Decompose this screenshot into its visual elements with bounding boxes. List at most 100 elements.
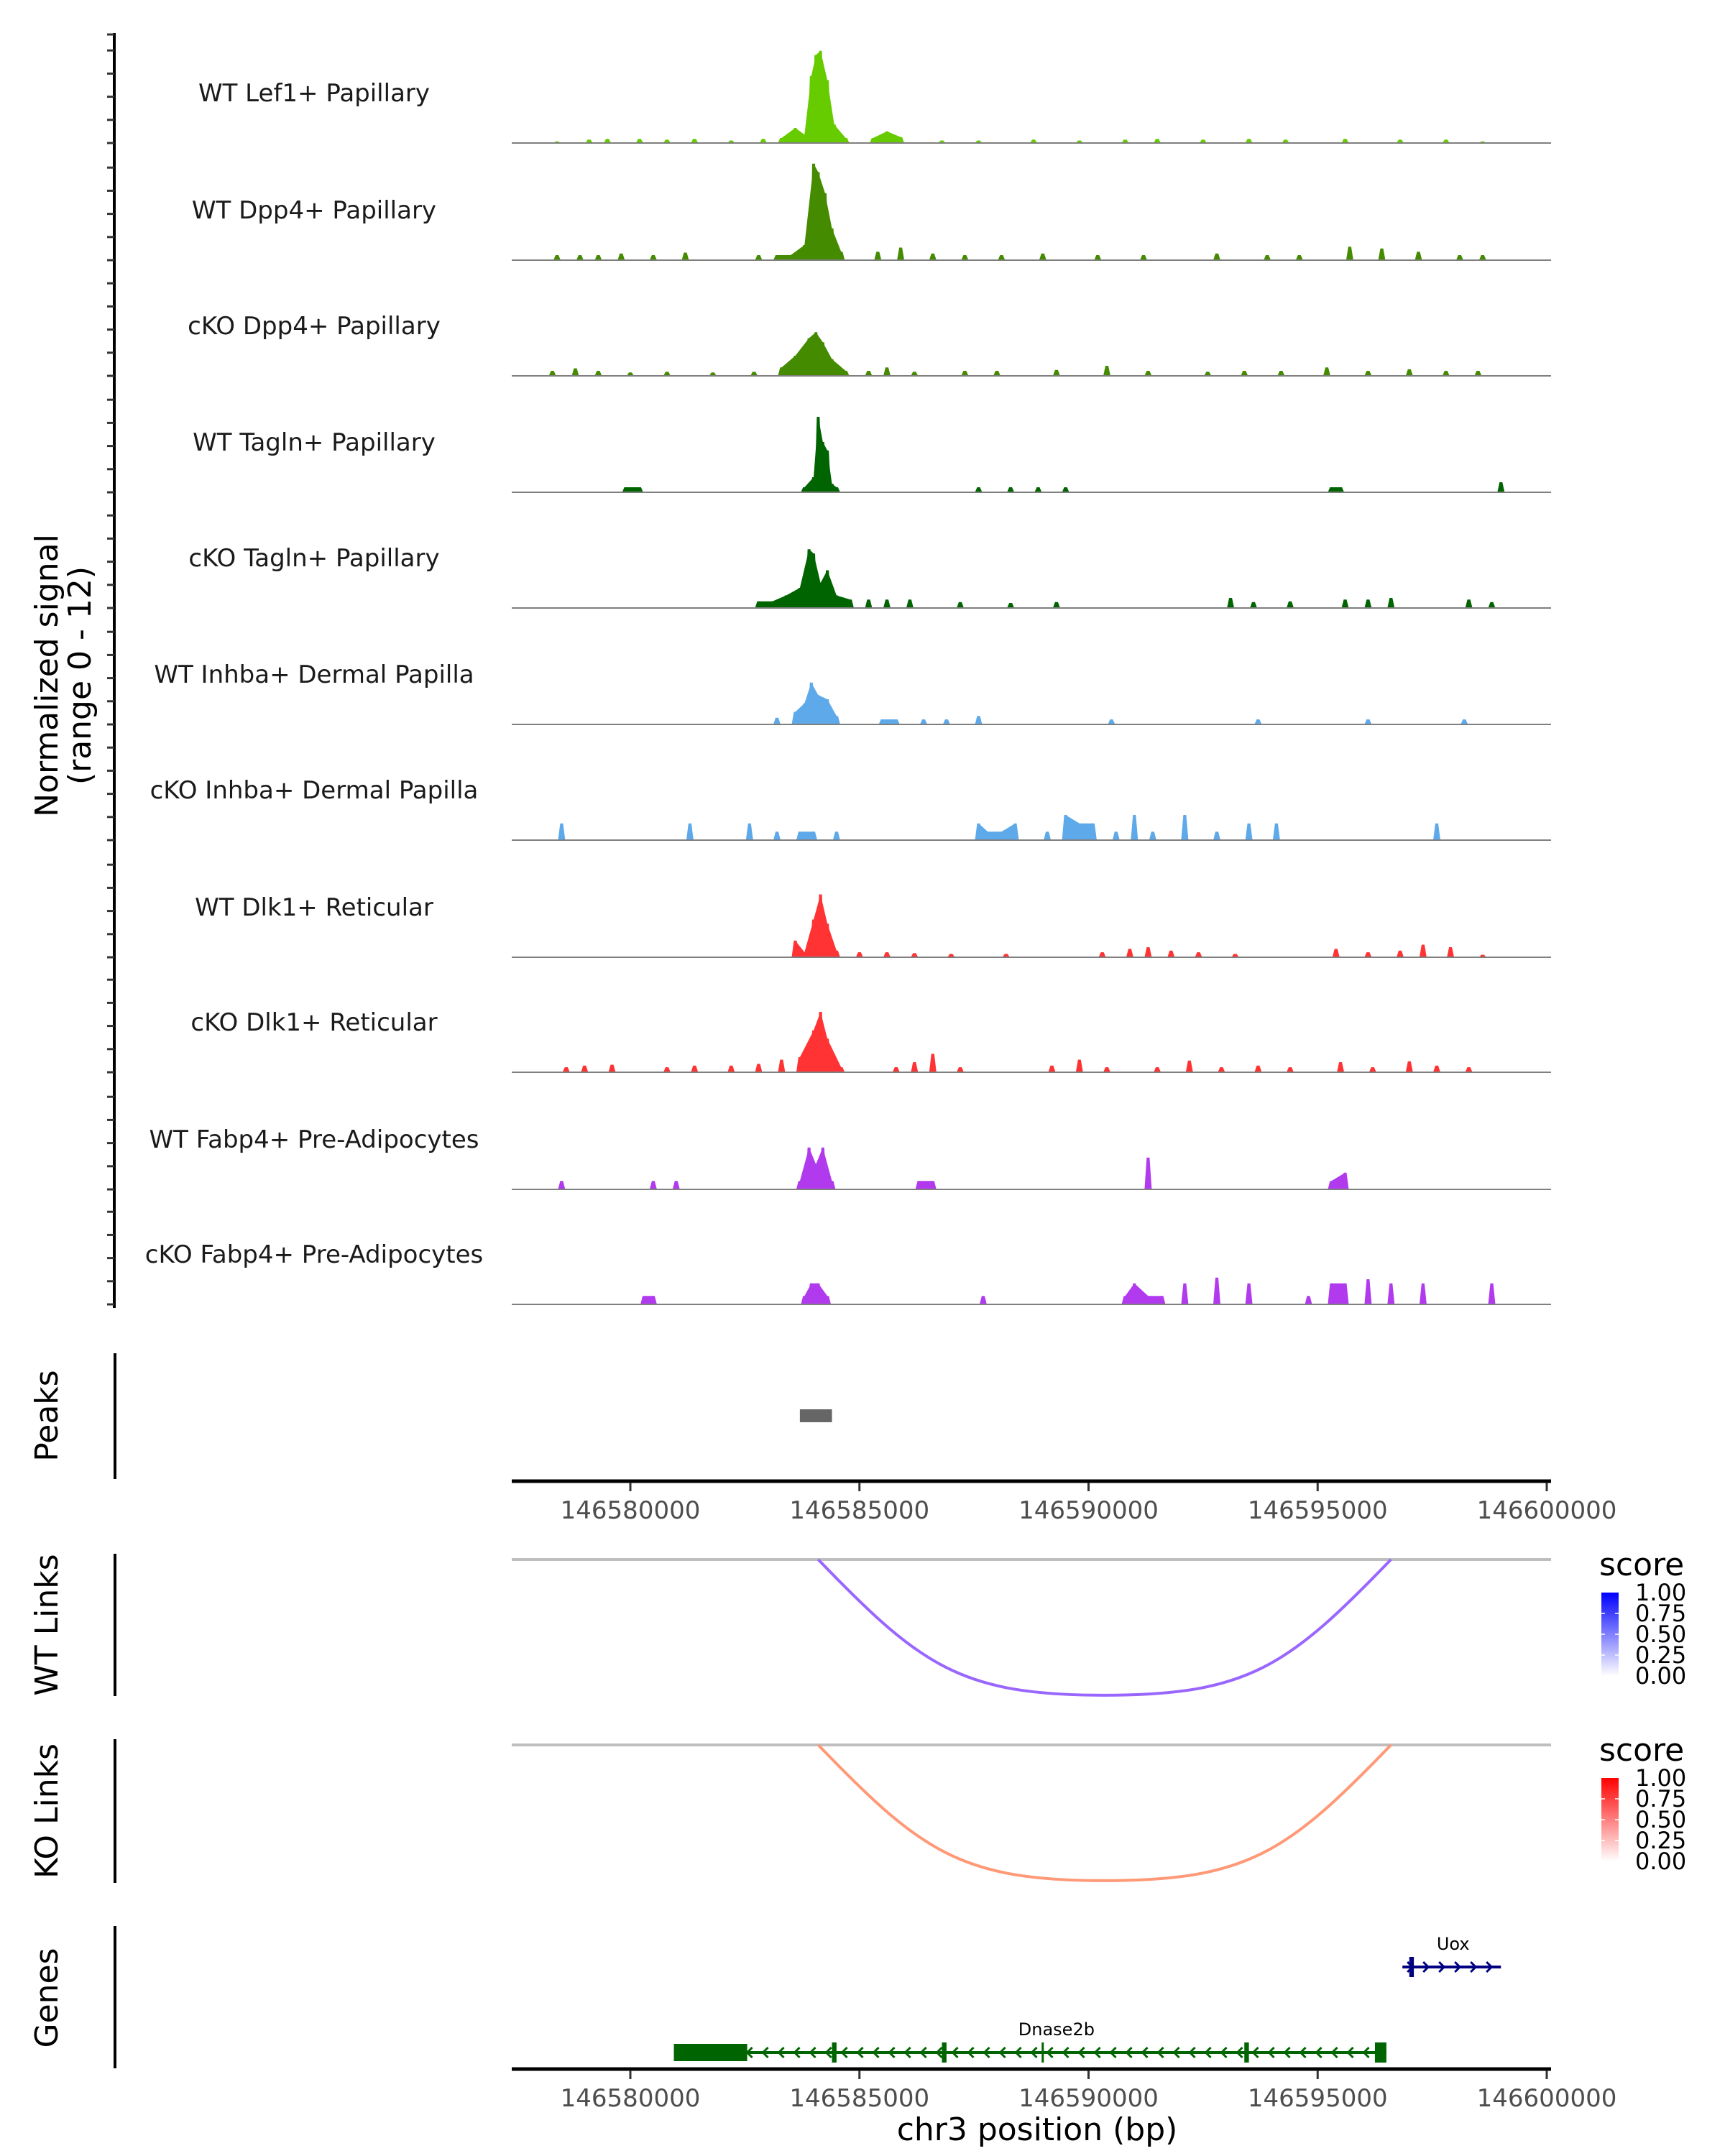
signal-track: cKO Fabp4+ Pre-Adipocytes bbox=[145, 1240, 1551, 1305]
legend-label: 1.00 bbox=[1635, 1764, 1686, 1792]
signal-track: cKO Dlk1+ Reticular bbox=[190, 1008, 1551, 1073]
signal-track: WT Dpp4+ Papillary bbox=[192, 163, 1551, 261]
track-label: cKO Dlk1+ Reticular bbox=[190, 1008, 437, 1037]
strand-arrow-icon bbox=[1454, 1961, 1462, 1973]
strand-arrow-icon bbox=[1046, 2046, 1054, 2059]
strand-arrow-icon bbox=[1188, 2046, 1196, 2059]
strand-arrow-icon bbox=[1077, 2046, 1085, 2059]
legend-label: 1.00 bbox=[1635, 1579, 1686, 1606]
signal-peak-cluster bbox=[644, 1283, 1346, 1304]
gene-models: Dnase2b Uox bbox=[673, 1934, 1501, 2063]
signal-peak-cluster bbox=[799, 1012, 842, 1072]
signal-area bbox=[791, 894, 1486, 957]
signal-y-subtitle: (range 0 - 12) bbox=[62, 566, 98, 785]
strand-arrow-icon bbox=[998, 2046, 1006, 2059]
track-label: WT Inhba+ Dermal Papilla bbox=[154, 660, 474, 689]
x-axis-top: 146580000 146585000 146590000 146595000 1466… bbox=[561, 1483, 1616, 1525]
strand-arrow-icon bbox=[1330, 2046, 1338, 2059]
x-tick-label: 146595000 bbox=[1248, 2084, 1388, 2113]
signal-area bbox=[562, 1012, 1473, 1072]
gene-exon bbox=[832, 2042, 837, 2063]
strand-arrow-icon bbox=[967, 2046, 975, 2059]
signal-area bbox=[640, 1277, 1496, 1304]
x-tick-label: 146585000 bbox=[789, 1496, 929, 1525]
x-axis-bottom: 146580000 146585000 146590000 146595000 1466… bbox=[561, 2070, 1616, 2113]
gene-name-label: Dnase2b bbox=[1018, 2019, 1095, 2040]
legend-label: 0.50 bbox=[1635, 1621, 1686, 1648]
strand-arrow-icon bbox=[1204, 2046, 1212, 2059]
signal-track: WT Tagln+ Papillary bbox=[193, 417, 1551, 493]
signal-y-ticks bbox=[107, 33, 114, 1306]
gene-exon bbox=[673, 2044, 748, 2061]
strand-arrow-icon bbox=[1438, 1961, 1446, 1973]
x-tick-label: 146590000 bbox=[1018, 2084, 1159, 2113]
track-label: cKO Fabp4+ Pre-Adipocytes bbox=[145, 1240, 484, 1269]
track-label: WT Tagln+ Papillary bbox=[193, 428, 436, 457]
signal-area bbox=[553, 50, 1486, 143]
track-label: WT Lef1+ Papillary bbox=[198, 79, 430, 108]
signal-area bbox=[622, 417, 1505, 492]
peaks-panel: Peaks 146580000 146585000 146590000 1465950… bbox=[29, 1353, 1616, 1525]
signal-area bbox=[755, 549, 1496, 608]
strand-arrow-icon bbox=[1030, 2046, 1038, 2059]
peak-interval bbox=[799, 1409, 832, 1422]
track-label: cKO Dpp4+ Papillary bbox=[188, 312, 441, 341]
strand-arrow-icon bbox=[983, 2046, 990, 2059]
strand-arrow-icon bbox=[1141, 2046, 1149, 2059]
signal-peak-cluster bbox=[799, 1147, 1346, 1189]
legend-label: 0.00 bbox=[1635, 1662, 1686, 1690]
gene-exon bbox=[942, 2042, 947, 2063]
strand-arrow-icon bbox=[1251, 2046, 1259, 2059]
x-axis-title: chr3 position (bp) bbox=[897, 2111, 1178, 2148]
signal-tracks: WT Lef1+ Papillary WT Dpp4+ Papillary cKO … bbox=[145, 50, 1551, 1305]
link-arc bbox=[816, 1743, 1392, 1882]
legend-label: 0.00 bbox=[1635, 1848, 1686, 1875]
signal-peak-cluster bbox=[795, 682, 896, 724]
gene-model: Dnase2b bbox=[673, 2019, 1386, 2063]
legend-label: 0.50 bbox=[1635, 1806, 1686, 1833]
peak-intervals bbox=[799, 1409, 832, 1422]
strand-arrow-icon bbox=[1093, 2046, 1101, 2059]
gene-exon bbox=[1409, 1957, 1414, 1977]
strand-arrow-icon bbox=[1062, 2046, 1070, 2059]
legend-label: 0.75 bbox=[1635, 1600, 1686, 1627]
strand-arrow-icon bbox=[793, 2046, 801, 2059]
signal-area bbox=[548, 332, 1482, 376]
strand-arrow-icon bbox=[919, 2046, 927, 2059]
x-tick-label: 146590000 bbox=[1018, 1496, 1159, 1525]
signal-y-title: Normalized signal bbox=[29, 534, 65, 817]
strand-arrow-icon bbox=[1172, 2046, 1180, 2059]
strand-arrow-icon bbox=[1014, 2046, 1022, 2059]
strand-arrow-icon bbox=[1299, 2046, 1307, 2059]
legend-label: 0.25 bbox=[1635, 1827, 1686, 1854]
strand-arrow-icon bbox=[1220, 2046, 1228, 2059]
strand-arrow-icon bbox=[1362, 2046, 1370, 2059]
gene-model: Uox bbox=[1402, 1934, 1501, 1977]
signal-peak-cluster bbox=[758, 549, 850, 608]
track-label: cKO Tagln+ Papillary bbox=[188, 544, 439, 573]
gene-name-label: Uox bbox=[1437, 1934, 1470, 1954]
ko-links-label: KO Links bbox=[29, 1743, 65, 1879]
signal-peak-cluster bbox=[777, 163, 842, 260]
wt-link-arcs bbox=[816, 1558, 1392, 1697]
x-tick-label: 146595000 bbox=[1248, 1496, 1388, 1525]
strand-arrow-icon bbox=[951, 2046, 959, 2059]
strand-arrow-icon bbox=[1109, 2046, 1117, 2059]
track-label: WT Dlk1+ Reticular bbox=[195, 893, 433, 922]
strand-arrow-icon bbox=[1315, 2046, 1322, 2059]
ko-link-arcs bbox=[816, 1743, 1392, 1882]
x-tick-label: 146585000 bbox=[789, 2084, 929, 2113]
signal-peak-cluster bbox=[795, 894, 837, 957]
legend-label: 0.75 bbox=[1635, 1785, 1686, 1812]
genes-panel: Genes Dnase2b Uox 146580000 146585000 14659… bbox=[29, 1926, 1616, 2148]
strand-arrow-icon bbox=[809, 2046, 816, 2059]
strand-arrow-icon bbox=[935, 2046, 943, 2059]
genes-label: Genes bbox=[29, 1948, 65, 2047]
link-arc bbox=[816, 1558, 1392, 1697]
signal-area bbox=[558, 815, 1440, 840]
wt-links-label: WT Links bbox=[29, 1554, 65, 1695]
strand-arrow-icon bbox=[1470, 1961, 1478, 1973]
